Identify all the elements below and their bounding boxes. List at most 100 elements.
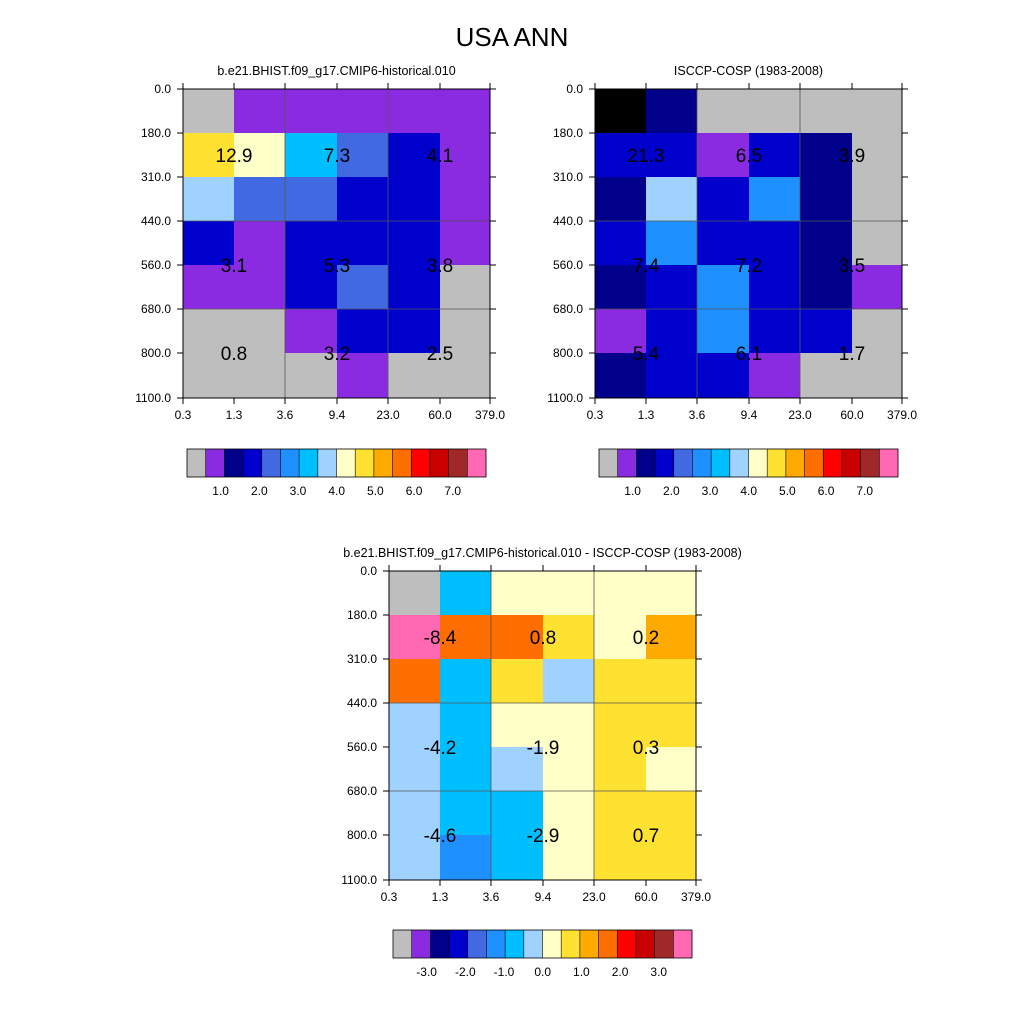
colorbar-label: 5.0 [367, 484, 384, 498]
heatmap-cell [183, 177, 235, 222]
heatmap-cell [595, 133, 647, 178]
colorbar-swatch [617, 449, 637, 477]
aggregate-label: 7.3 [324, 146, 350, 167]
aggregate-label: 0.8 [221, 344, 247, 365]
heatmap-cell [285, 265, 338, 310]
colorbar-label: 5.0 [779, 484, 796, 498]
y-tick-label: 560.0 [141, 258, 171, 272]
heatmap-cell [285, 89, 338, 134]
x-tick-label: 3.6 [277, 408, 294, 422]
colorbar-swatch [767, 449, 787, 477]
y-tick-label: 680.0 [553, 302, 583, 316]
heatmap-cell [594, 791, 647, 836]
y-tick-label: 1100.0 [135, 391, 171, 405]
colorbar-frame [598, 448, 899, 478]
aggregate-label: 3.2 [324, 344, 350, 365]
heatmap-cell [491, 747, 544, 792]
heatmap-cell [234, 309, 286, 354]
heatmap-cell [646, 835, 697, 881]
heatmap-cell [697, 221, 750, 266]
heatmap-cell [852, 177, 903, 222]
heatmap-cell [594, 747, 647, 792]
heatmap-cell [543, 835, 595, 881]
colorbar: 1.0 2.0 3.0 4.0 5.0 6.0 7.0 [186, 448, 487, 498]
x-tick-label: 60.0 [634, 890, 658, 904]
aggregate-label: 12.9 [216, 146, 253, 167]
heatmap-cell [440, 177, 491, 222]
colorbar-label: 4.0 [740, 484, 757, 498]
y-tick-label: 800.0 [141, 346, 171, 360]
heatmap-cell [491, 835, 544, 881]
colorbar-label: 3.0 [702, 484, 719, 498]
aggregate-label: 7.2 [736, 256, 762, 277]
y-tick-label: 560.0 [347, 740, 377, 754]
y-tick-label: 560.0 [553, 258, 583, 272]
colorbar-label: 0.0 [534, 965, 551, 979]
heatmap-cell [388, 353, 441, 399]
heatmap-cell [697, 177, 750, 222]
y-tick-label: 440.0 [553, 214, 583, 228]
heatmap-cell [234, 353, 286, 399]
x-tick-label: 1.3 [638, 408, 655, 422]
heatmap-cell [594, 571, 647, 616]
x-tick-label: 0.3 [587, 408, 604, 422]
colorbar-label: 6.0 [406, 484, 423, 498]
heatmap-cell [800, 133, 853, 178]
aggregate-label: 0.8 [530, 628, 556, 649]
aggregate-label: -2.9 [527, 826, 560, 847]
x-tick-label: 23.0 [582, 890, 606, 904]
colorbar-swatch [449, 930, 469, 958]
heatmap-cell [285, 309, 338, 354]
colorbar-swatch [261, 449, 281, 477]
heatmap-cell [337, 221, 389, 266]
panel-diff: b.e21.BHIST.f09_g17.CMIP6-historical.010… [341, 546, 742, 979]
colorbar-swatch [860, 449, 880, 477]
heatmap-cell [852, 133, 903, 178]
heatmap-cell [646, 309, 698, 354]
panels: b.e21.BHIST.f09_g17.CMIP6-historical.010… [135, 64, 917, 979]
y-tick-label: 440.0 [141, 214, 171, 228]
figure-title: USA ANN [456, 22, 569, 52]
heatmap-cell [543, 747, 595, 792]
colorbar-swatch [636, 449, 656, 477]
y-tick-label: 0.0 [566, 82, 583, 96]
y-tick-label: 310.0 [553, 170, 583, 184]
heatmap-cell [646, 265, 698, 310]
heatmap-cell [388, 265, 441, 310]
x-tick-label: 60.0 [428, 408, 452, 422]
heatmap-cell [440, 791, 492, 836]
heatmap-cell [183, 353, 235, 399]
colorbar-swatch [692, 449, 712, 477]
heatmap-cell [595, 265, 647, 310]
colorbar-swatch [841, 449, 861, 477]
heatmap-cell [337, 309, 389, 354]
colorbar-swatch [336, 449, 356, 477]
heatmap-cell [440, 615, 492, 660]
heatmap-cell [183, 265, 235, 310]
colorbar-swatch [486, 930, 506, 958]
colorbar-frame [186, 448, 487, 478]
heatmap-cell [440, 133, 491, 178]
colorbar-swatch [635, 930, 655, 958]
x-tick-label: 379.0 [475, 408, 505, 422]
colorbar-label: 4.0 [328, 484, 345, 498]
heatmap-cell [440, 221, 491, 266]
heatmap-cell [337, 89, 389, 134]
heatmap-cell [595, 89, 647, 134]
heatmap-cell [337, 177, 389, 222]
heatmap-cell [646, 177, 698, 222]
colorbar-swatch [729, 449, 749, 477]
heatmap-cell [646, 89, 698, 134]
colorbar-swatch [561, 930, 581, 958]
colorbar-swatch [617, 930, 637, 958]
heatmap-cell [697, 309, 750, 354]
heatmap-cell [852, 353, 903, 399]
heatmap-cell [285, 221, 338, 266]
colorbar-frame [392, 929, 693, 959]
y-tick-label: 680.0 [347, 784, 377, 798]
colorbar-swatch [748, 449, 768, 477]
colorbar-swatch [579, 930, 599, 958]
panel-model: b.e21.BHIST.f09_g17.CMIP6-historical.010… [135, 64, 505, 498]
heatmap-cell [491, 703, 544, 748]
